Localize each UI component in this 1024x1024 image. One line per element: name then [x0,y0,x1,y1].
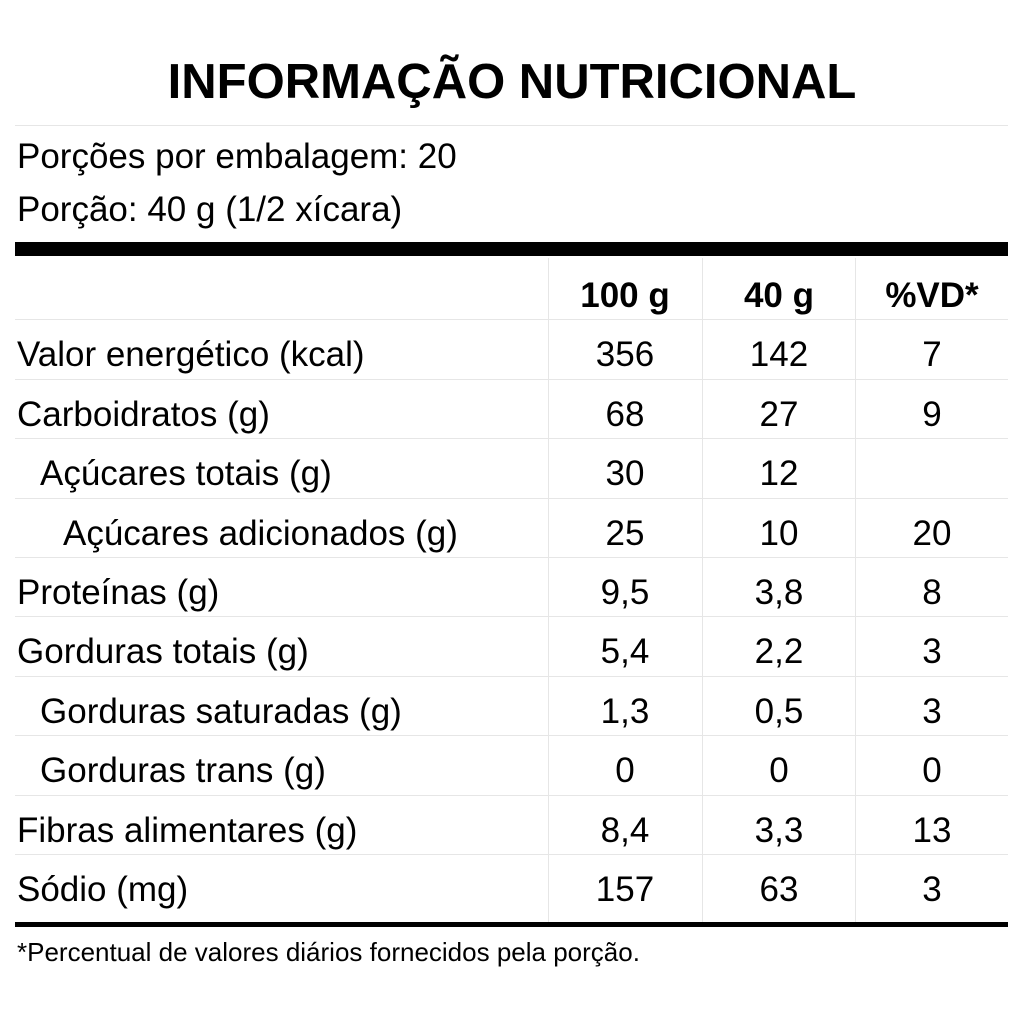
nutrient-label: Proteínas (g) [17,573,220,612]
row-divider [15,794,1008,796]
nutrient-value: 63 [759,870,799,909]
nutrient-label: Valor energético (kcal) [17,335,365,375]
nutrient-label: Sódio (mg) [17,870,189,909]
nutrient-value: 0 [615,751,635,791]
row-divider [15,438,1008,440]
nutrient-value: 5,4 [600,632,650,672]
nutrient-value: 157 [595,870,655,909]
nutrient-value: 356 [595,335,655,375]
nutrient-value: 8,4 [600,810,650,850]
servings: Porções por embalagem: 20 [17,137,457,176]
nutrient-value: 142 [749,335,809,375]
nutrient-label: Gorduras trans (g) [40,751,326,791]
nutrient-value: 0 [922,751,942,791]
nutrient-value: 2,2 [754,632,804,672]
nutrient-value: 20 [912,513,952,553]
nutrient-value: 9 [922,394,942,434]
nutrient-value: 0,5 [754,691,804,731]
column-divider [548,258,549,922]
nutrient-label: Açúcares totais (g) [40,454,332,494]
row-divider [15,675,1008,677]
nutrient-value: 0 [769,751,789,791]
nutrient-label: Carboidratos (g) [17,394,270,434]
nutrient-value: 12 [759,454,799,494]
portion: Porção: 40 g (1/2 xícara) [17,190,403,229]
title: INFORMAÇÃO NUTRICIONAL [167,55,857,109]
nutrient-label: Fibras alimentares (g) [17,810,358,850]
row-divider [15,378,1008,380]
divider [15,125,1008,126]
nutrient-label: Açúcares adicionados (g) [63,513,458,553]
column-header: 40 g [743,276,815,315]
nutrient-value: 3 [922,691,942,731]
nutrient-label: Gorduras saturadas (g) [40,691,402,731]
row-divider [15,735,1008,737]
column-divider [702,258,703,922]
nutrient-value: 3 [922,870,942,909]
nutrient-value: 3,3 [754,810,804,850]
row-divider [15,497,1008,499]
nutrient-value: 10 [759,513,799,553]
row-divider [15,616,1008,618]
nutrient-value: 3,8 [754,573,804,612]
thick-rule [15,242,1008,256]
nutrient-value: 3 [922,632,942,672]
nutrient-value: 30 [605,454,645,494]
column-divider [855,258,856,922]
column-header: %VD* [885,276,979,315]
nutrient-value: 7 [922,335,942,375]
nutrient-value: 27 [759,394,799,434]
nutrient-value: 68 [605,394,645,434]
nutrient-value: 25 [605,513,645,553]
row-divider [15,557,1008,558]
row-divider [15,319,1008,321]
row-divider [15,854,1008,855]
nutrient-value: 8 [922,573,942,612]
nutrient-value: 9,5 [600,573,650,612]
column-header: 100 g [580,276,670,315]
nutrient-value: 1,3 [600,691,650,731]
nutrient-value: 13 [912,810,952,850]
nutrient-label: Gorduras totais (g) [17,632,309,672]
footnote: *Percentual de valores diários fornecido… [17,937,640,967]
bottom-rule [15,922,1008,927]
